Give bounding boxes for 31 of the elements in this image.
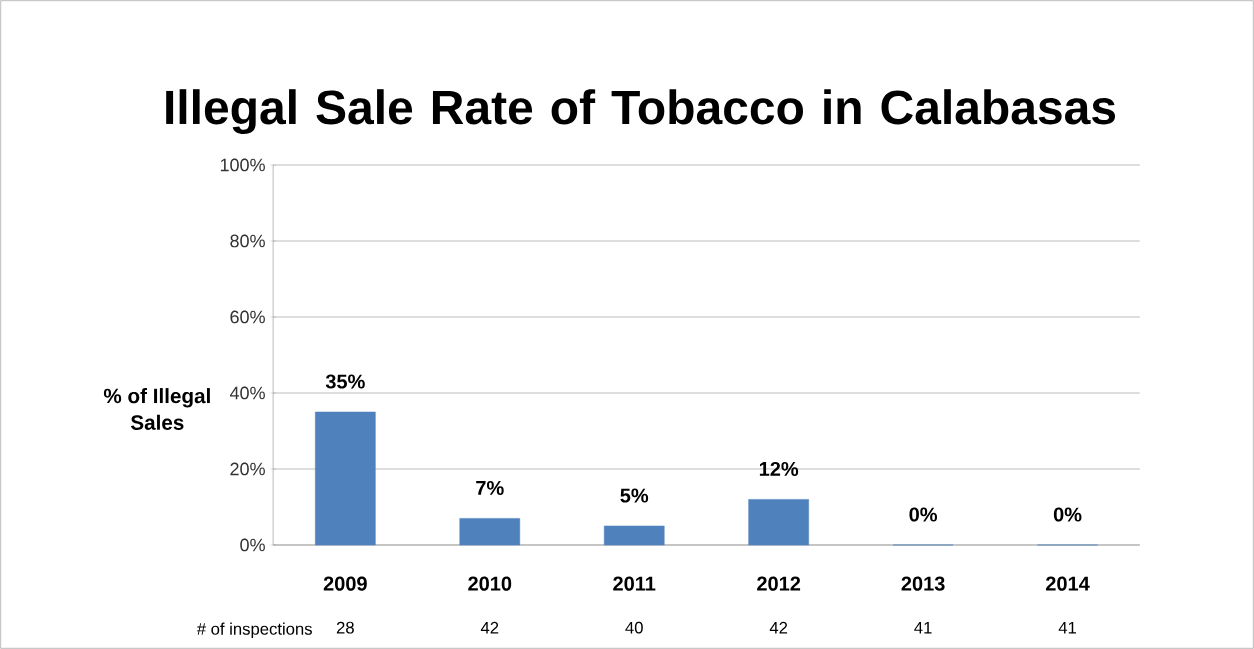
bar: [603, 525, 665, 546]
data-label: 0%: [909, 507, 938, 522]
x-tick-label: 2014: [1046, 576, 1090, 591]
x-tick-label: 2013: [901, 576, 945, 591]
text: 42: [769, 621, 788, 634]
text: 28: [336, 621, 354, 634]
chart-title: Illegal Sale Rate of Tobacco in Calabasas: [166, 89, 1116, 135]
text: # of inspections: [196, 622, 312, 639]
bar: [315, 411, 376, 546]
y-axis-title: % of Illegal Sales: [103, 388, 210, 430]
y-tick-label: 40%: [229, 386, 265, 400]
data-label: 5%: [620, 488, 649, 503]
text: 41: [914, 621, 932, 634]
y-tick-label: 100%: [220, 158, 265, 172]
data-label: 12%: [759, 461, 799, 476]
x-tick-label: 2011: [613, 576, 656, 591]
text: 40: [625, 621, 643, 634]
y-tick-label: 60%: [230, 310, 265, 324]
bar: [748, 499, 809, 546]
x-tick-label: 2010: [468, 576, 512, 591]
x-tick-label: 2012: [757, 576, 801, 591]
y-tick-label: 80%: [230, 234, 265, 248]
bar: [459, 518, 521, 546]
text: 41: [1058, 621, 1076, 634]
data-label: 0%: [1053, 507, 1082, 522]
data-label: 35%: [325, 374, 365, 389]
x-tick-label: 2009: [323, 576, 367, 591]
y-tick-label: 0%: [240, 538, 265, 552]
text: 42: [480, 621, 499, 634]
y-tick-label: 20%: [230, 462, 265, 476]
data-label: 7%: [476, 480, 504, 495]
